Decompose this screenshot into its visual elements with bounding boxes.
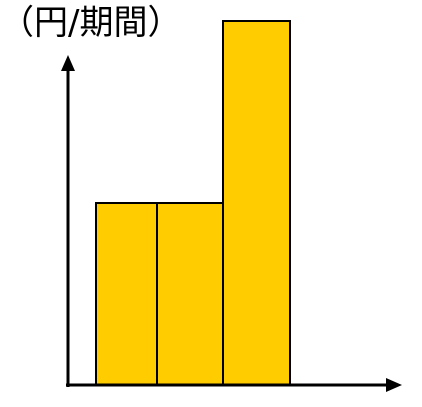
bar-2 [156,202,224,386]
bar-3 [222,20,291,386]
y-axis-arrowhead [61,55,75,71]
bar-1 [95,202,158,386]
x-axis-arrowhead [386,378,402,392]
axes-layer [61,55,402,392]
y-axis-unit-label: （円/期間） [0,3,182,43]
bars-layer [95,20,291,386]
